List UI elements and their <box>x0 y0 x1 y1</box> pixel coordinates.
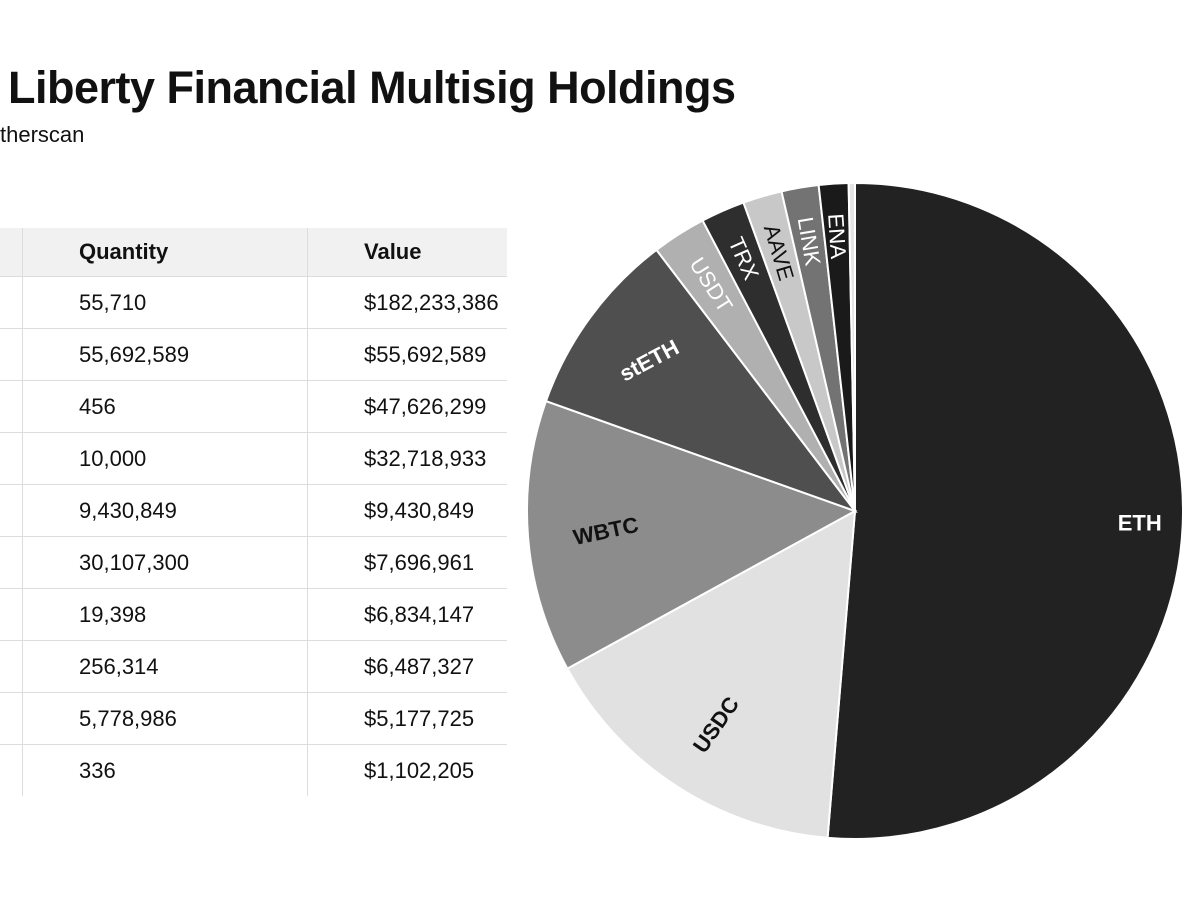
table-row: 55,692,589 $55,692,589 <box>0 328 507 381</box>
quantity-cell: 9,430,849 <box>22 484 308 537</box>
table-row: 336 $1,102,205 <box>0 744 507 796</box>
pie-slice-other <box>847 181 856 512</box>
chart-title: Liberty Financial Multisig Holdings <box>8 62 736 113</box>
token-cell <box>0 588 23 641</box>
table-row: 10,000 $32,718,933 <box>0 432 507 485</box>
token-cell <box>0 380 23 433</box>
value-cell: $5,177,725 <box>307 692 507 745</box>
pie-slice-steth <box>544 248 858 514</box>
holdings-table: Quantity Value 55,710 $182,233,386 55,69… <box>0 228 507 796</box>
value-cell: $6,487,327 <box>307 640 507 693</box>
value-cell: $182,233,386 <box>307 276 507 329</box>
table-row: 30,107,300 $7,696,961 <box>0 536 507 589</box>
value-cell: $9,430,849 <box>307 484 507 537</box>
table-row: 5,778,986 $5,177,725 <box>0 692 507 745</box>
table-row: 55,710 $182,233,386 <box>0 276 507 329</box>
quantity-cell: 10,000 <box>22 432 308 485</box>
value-cell: $1,102,205 <box>307 744 507 796</box>
quantity-cell: 55,692,589 <box>22 328 308 381</box>
token-cell <box>0 744 23 796</box>
slice-label-eth: ETH <box>1118 510 1162 535</box>
table-row: 256,314 $6,487,327 <box>0 640 507 693</box>
token-cell <box>0 328 23 381</box>
source-note: therscan <box>0 122 85 147</box>
token-cell <box>0 484 23 537</box>
value-cell: $47,626,299 <box>307 380 507 433</box>
value-cell: $6,834,147 <box>307 588 507 641</box>
quantity-cell: 19,398 <box>22 588 308 641</box>
quantity-cell: 30,107,300 <box>22 536 308 589</box>
table-row: 19,398 $6,834,147 <box>0 588 507 641</box>
quantity-cell: 336 <box>22 744 308 796</box>
pie-slice-wbtc <box>526 399 858 670</box>
value-cell: $32,718,933 <box>307 432 507 485</box>
quantity-cell: 55,710 <box>22 276 308 329</box>
token-cell <box>0 276 23 329</box>
quantity-cell: 256,314 <box>22 640 308 693</box>
token-cell <box>0 536 23 589</box>
token-cell <box>0 432 23 485</box>
quantity-cell: 456 <box>22 380 308 433</box>
table-row: 9,430,849 $9,430,849 <box>0 484 507 537</box>
table-row: 456 $47,626,299 <box>0 380 507 433</box>
quantity-cell: 5,778,986 <box>22 692 308 745</box>
column-header-token <box>0 228 23 277</box>
token-cell <box>0 640 23 693</box>
value-cell: $55,692,589 <box>307 328 507 381</box>
value-cell: $7,696,961 <box>307 536 507 589</box>
pie-slice-eth <box>826 181 1184 840</box>
token-cell <box>0 692 23 745</box>
column-header-value: Value <box>307 228 507 277</box>
pie-slice-usdc <box>566 509 857 839</box>
slice-label-ena: ENA <box>823 213 851 260</box>
table-header: Quantity Value <box>0 228 507 277</box>
column-header-quantity: Quantity <box>22 228 308 277</box>
